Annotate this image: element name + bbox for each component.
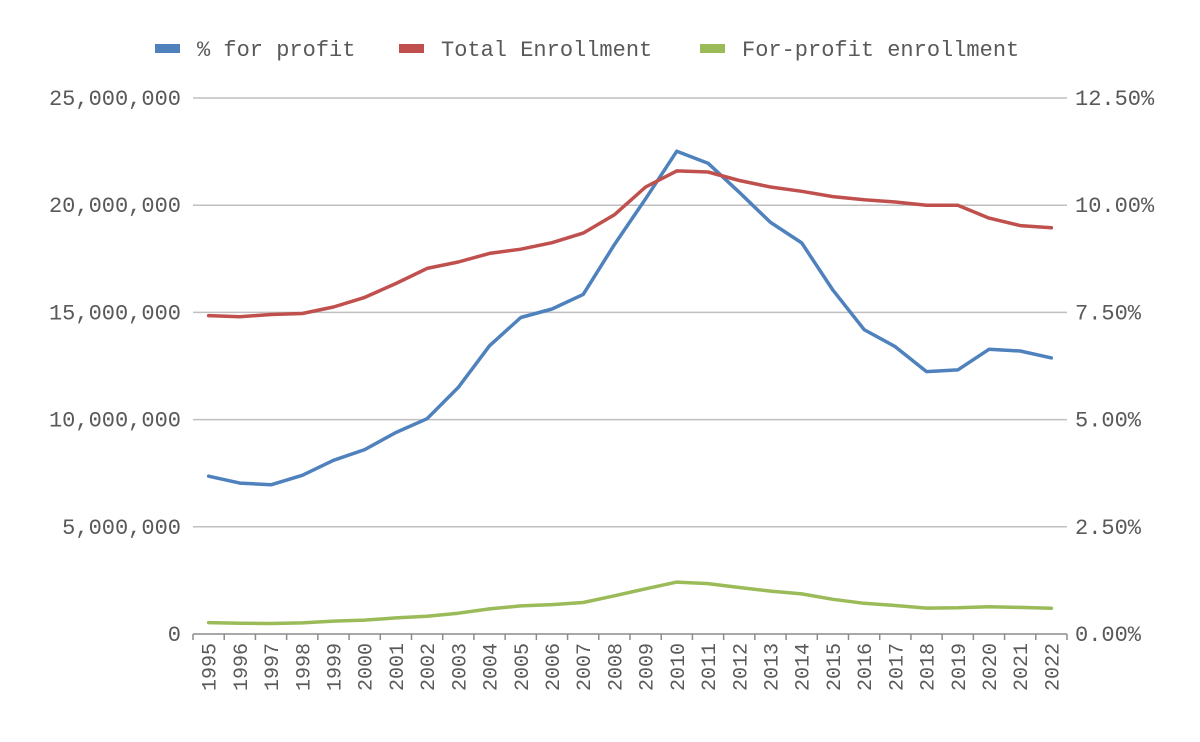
- x-tick-label: 1997: [262, 643, 285, 691]
- right-y-axis: 0.00% 2.50% 5.00% 7.50% 10.00% 12.50%: [1075, 87, 1155, 648]
- x-tick-label: 2019: [949, 643, 972, 691]
- x-tick-label: 2010: [668, 643, 691, 691]
- x-axis: 1995 1996 1997 1998 1999 2000 2001 2002 2003 2004…: [192, 633, 1068, 691]
- x-tick-label: 2008: [605, 643, 628, 691]
- series-line-for-profit: [206, 149, 1054, 487]
- x-tick-label: 2013: [761, 643, 784, 691]
- x-tick-label: 2012: [730, 643, 753, 691]
- x-tick-label: 2003: [449, 643, 472, 691]
- x-tick-label: 1999: [324, 643, 347, 691]
- legend-label: % for profit: [197, 38, 355, 63]
- x-tick-label: 1995: [200, 643, 223, 691]
- left-tick-label: 0: [168, 623, 181, 648]
- x-tick-label: 2011: [699, 643, 722, 691]
- x-tick-label: 2009: [637, 643, 660, 691]
- x-tick-label: 2014: [793, 643, 816, 691]
- legend-swatch: [399, 44, 424, 53]
- right-tick-label: 10.00%: [1075, 194, 1155, 219]
- x-tick-label: 2002: [418, 643, 441, 691]
- series-line-for-profit-enrollment: [206, 580, 1054, 626]
- x-tick-label: 2004: [481, 643, 504, 691]
- right-tick-label: 12.50%: [1075, 87, 1155, 112]
- legend-swatch: [155, 44, 180, 53]
- x-tick-label: 1996: [231, 643, 254, 691]
- right-tick-label: 2.50%: [1075, 516, 1142, 541]
- x-tick-label: 1998: [293, 643, 316, 691]
- left-tick-label: 10,000,000: [49, 409, 181, 434]
- x-tick-label: 2020: [980, 643, 1003, 691]
- x-tick-label: 2022: [1042, 643, 1065, 691]
- x-tick-label: 2007: [574, 643, 597, 691]
- legend-label: Total Enrollment: [441, 38, 652, 63]
- x-tick-label: 2017: [886, 643, 909, 691]
- legend-swatch: [700, 44, 725, 53]
- series-lines: [206, 149, 1054, 626]
- right-tick-label: 7.50%: [1075, 301, 1142, 326]
- left-y-axis: 0 5,000,000 10,000,000 15,000,000 20,000,000…: [49, 87, 181, 648]
- left-tick-label: 15,000,000: [49, 301, 181, 326]
- x-tick-label: 2018: [918, 643, 941, 691]
- x-tick-label: 2015: [824, 643, 847, 691]
- right-tick-label: 5.00%: [1075, 409, 1142, 434]
- x-tick-label: 2001: [387, 643, 410, 691]
- x-tick-label: 2021: [1011, 643, 1034, 691]
- x-tick-label: 2000: [356, 643, 379, 691]
- gridlines: [193, 97, 1067, 528]
- left-tick-label: 25,000,000: [49, 87, 181, 112]
- legend: % for profit Total Enrollment For-profit e…: [155, 38, 1019, 63]
- x-tick-label: 2005: [512, 643, 535, 691]
- x-tick-label: 2016: [855, 643, 878, 691]
- series-line-total-enrollment: [206, 169, 1054, 319]
- x-tick-label: 2006: [543, 643, 566, 691]
- left-tick-label: 5,000,000: [62, 516, 181, 541]
- right-tick-label: 0.00%: [1075, 623, 1142, 648]
- legend-label: For-profit enrollment: [742, 38, 1019, 63]
- left-tick-label: 20,000,000: [49, 194, 181, 219]
